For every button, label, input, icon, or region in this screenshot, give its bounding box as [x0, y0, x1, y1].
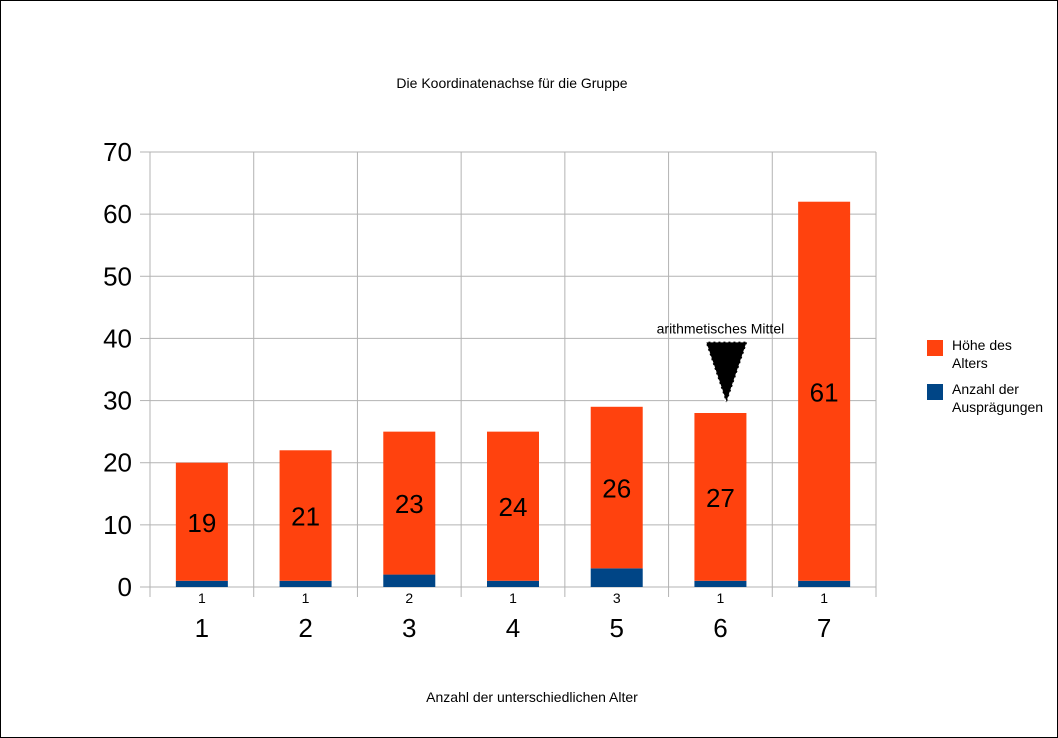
y-tick-label: 70 [103, 137, 132, 167]
y-axis-ticks: 0 10 20 30 40 50 60 70 [103, 137, 132, 602]
y-tick-label: 60 [103, 199, 132, 229]
bar-data-label-age: 21 [291, 502, 320, 532]
bar-segment-age [383, 431, 436, 575]
x-tick-label: 4 [506, 613, 520, 643]
x-tick-label: 7 [817, 613, 831, 643]
x-tick-label: 1 [195, 613, 209, 643]
bar-data-label-count: 1 [302, 590, 310, 606]
y-tick-label: 40 [103, 323, 132, 353]
annotation: arithmetisches Mittel [657, 321, 785, 407]
bar-data-label-age: 61 [810, 377, 839, 407]
bars: 19 1 21 1 23 2 24 1 26 3 27 1 61 1 [175, 201, 851, 606]
y-tick-label: 50 [103, 261, 132, 291]
x-axis-ticks: 1 2 3 4 5 6 7 [195, 613, 832, 643]
legend-swatch [927, 384, 943, 400]
bar-data-label-count: 1 [820, 590, 828, 606]
bar-segment-age [694, 413, 747, 581]
bar-data-label-count: 1 [198, 590, 206, 606]
bar-segment-count [590, 568, 643, 587]
legend: Höhe des Alters Anzahl der Ausprägungen [927, 337, 1043, 415]
bar-segment-age [487, 431, 539, 581]
chart-title: Die Koordinatenachse für die Gruppe [396, 75, 627, 91]
bar-segment-count [798, 580, 851, 587]
legend-label: Anzahl der Ausprägungen [952, 381, 1043, 415]
legend-label: Höhe des Alters [952, 337, 1012, 371]
y-tick-label: 20 [103, 448, 132, 478]
grid [140, 151, 877, 597]
x-axis-label: Anzahl der unterschiedlichen Alter [426, 689, 638, 705]
x-tick-label: 3 [402, 613, 416, 643]
bar-data-label-count: 2 [405, 590, 413, 606]
bar-segment-age [279, 450, 332, 581]
bar-data-label-count: 1 [717, 590, 725, 606]
bar-segment-count [487, 580, 539, 587]
bar-data-label-age: 23 [395, 489, 424, 519]
y-tick-label: 0 [118, 572, 132, 602]
bar-segment-age [590, 406, 643, 569]
bar-segment-age [798, 201, 851, 581]
y-tick-label: 30 [103, 386, 132, 416]
bar-data-label-age: 24 [499, 492, 528, 522]
annotation-arrow-icon [704, 340, 749, 407]
annotation-label: arithmetisches Mittel [657, 321, 785, 337]
x-tick-label: 5 [609, 613, 623, 643]
y-tick-label: 10 [103, 510, 132, 540]
bar-data-label-count: 3 [613, 590, 621, 606]
bar-data-label-age: 19 [187, 508, 216, 538]
bar-segment-age [175, 462, 228, 581]
x-tick-label: 2 [298, 613, 312, 643]
bar-data-label-count: 1 [509, 590, 517, 606]
x-tick-label: 6 [713, 613, 727, 643]
bar-segment-count [694, 580, 747, 587]
bar-segment-count [279, 580, 332, 587]
legend-swatch [927, 340, 943, 356]
bar-data-label-age: 27 [706, 483, 735, 513]
bar-data-label-age: 26 [602, 474, 631, 504]
bar-segment-count [383, 574, 436, 587]
bar-segment-count [175, 580, 228, 587]
